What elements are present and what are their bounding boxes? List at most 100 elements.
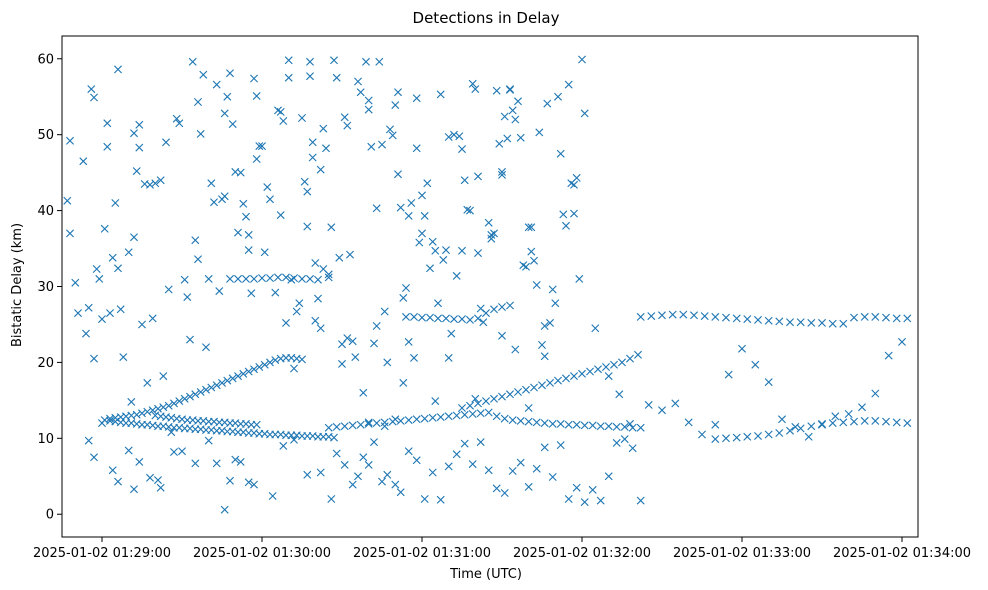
data-point-scatter bbox=[684, 418, 693, 427]
data-point-scatter bbox=[322, 144, 330, 153]
data-point-scatter bbox=[391, 101, 400, 110]
data-point-scatter bbox=[580, 109, 589, 118]
data-point-track-h bbox=[242, 274, 250, 283]
data-point-scatter bbox=[220, 505, 229, 514]
data-point-scatter bbox=[391, 415, 400, 424]
data-point-scatter bbox=[90, 453, 98, 462]
data-point-scatter bbox=[426, 264, 434, 273]
data-point-scatter bbox=[738, 344, 746, 353]
y-tick-label: 20 bbox=[37, 356, 54, 371]
data-point-track-e bbox=[586, 367, 594, 376]
data-point-track-b bbox=[244, 367, 253, 376]
data-point-scatter bbox=[372, 322, 381, 330]
data-point-scatter bbox=[132, 167, 141, 176]
data-point-track-d bbox=[604, 422, 613, 431]
data-point-scatter bbox=[266, 195, 274, 204]
data-point-scatter bbox=[388, 131, 397, 140]
data-point-scatter bbox=[530, 256, 538, 265]
data-point-track-f bbox=[828, 319, 837, 328]
data-point-scatter bbox=[231, 455, 240, 464]
data-point-scatter bbox=[308, 138, 317, 147]
data-point-scatter bbox=[791, 422, 800, 431]
data-point-scatter bbox=[207, 179, 216, 188]
data-point-scatter bbox=[570, 180, 578, 189]
data-point-scatter bbox=[130, 129, 138, 138]
data-point-scatter bbox=[276, 107, 285, 116]
data-point-scatter bbox=[492, 484, 501, 493]
data-point-track-e bbox=[626, 354, 634, 363]
data-point-scatter bbox=[311, 316, 320, 325]
data-point-scatter bbox=[548, 285, 557, 294]
data-point-track-e bbox=[570, 372, 578, 381]
data-point-scatter bbox=[282, 318, 290, 327]
data-point-track-b bbox=[148, 406, 157, 415]
data-point-track-d bbox=[636, 423, 645, 432]
data-point-scatter bbox=[468, 460, 477, 469]
data-point-scatter bbox=[370, 339, 378, 348]
data-point-scatter bbox=[90, 354, 98, 363]
data-point-scatter bbox=[279, 441, 288, 450]
data-point-scatter bbox=[751, 360, 760, 369]
data-point-scatter bbox=[124, 446, 133, 455]
data-point-scatter bbox=[380, 422, 389, 431]
data-point-scatter bbox=[444, 353, 453, 362]
data-point-scatter bbox=[588, 485, 597, 494]
data-point-scatter bbox=[407, 199, 416, 207]
data-point-track-e bbox=[490, 394, 498, 403]
data-point-track-d bbox=[372, 419, 381, 428]
data-point-scatter bbox=[508, 106, 517, 115]
data-point-scatter bbox=[135, 143, 144, 152]
data-point-scatter bbox=[359, 388, 368, 397]
data-point-track-c bbox=[252, 420, 261, 429]
data-point-scatter bbox=[452, 450, 461, 459]
data-point-scatter bbox=[412, 94, 421, 103]
data-point-track-d bbox=[564, 420, 573, 429]
data-point-scatter bbox=[220, 192, 229, 201]
data-point-scatter bbox=[444, 133, 453, 141]
data-point-track-d bbox=[596, 422, 605, 431]
data-point-scatter bbox=[111, 199, 120, 207]
data-point-track-d bbox=[612, 422, 621, 431]
data-point-scatter bbox=[524, 482, 533, 491]
data-point-track-e bbox=[602, 363, 610, 371]
data-point-scatter bbox=[370, 438, 378, 447]
data-point-scatter bbox=[303, 187, 312, 196]
data-point-scatter bbox=[247, 289, 256, 298]
data-point-scatter bbox=[308, 153, 317, 162]
data-point-scatter bbox=[420, 495, 429, 503]
data-point-scatter bbox=[436, 495, 445, 504]
data-point-scatter bbox=[591, 324, 600, 333]
data-point-scatter bbox=[327, 223, 336, 232]
data-point-track-f bbox=[754, 315, 762, 324]
data-point-track-i bbox=[426, 313, 434, 322]
data-point-scatter bbox=[284, 73, 293, 82]
data-point-scatter bbox=[252, 155, 261, 163]
data-point-scatter bbox=[92, 265, 101, 273]
data-point-scatter bbox=[410, 353, 418, 362]
data-point-scatter bbox=[554, 92, 562, 101]
data-point-track-g bbox=[903, 419, 912, 428]
data-point-track-f bbox=[679, 310, 688, 319]
data-point-scatter bbox=[364, 105, 373, 114]
data-point-scatter bbox=[114, 477, 122, 486]
data-point-scatter bbox=[255, 142, 264, 151]
data-point-scatter bbox=[306, 72, 314, 81]
data-point-track-i bbox=[450, 315, 458, 324]
data-point-scatter bbox=[442, 246, 450, 255]
data-point-scatter bbox=[562, 221, 570, 230]
data-point-scatter bbox=[556, 441, 565, 450]
data-point-scatter bbox=[146, 180, 154, 189]
data-point-scatter bbox=[250, 480, 258, 489]
data-point-scatter bbox=[162, 138, 170, 147]
data-point-track-h bbox=[306, 274, 314, 283]
data-point-track-f bbox=[786, 318, 794, 327]
data-point-track-b bbox=[255, 363, 264, 371]
data-point-track-b bbox=[154, 404, 162, 413]
data-point-track-d bbox=[580, 421, 589, 430]
data-point-scatter bbox=[226, 476, 234, 485]
data-point-scatter bbox=[332, 73, 341, 82]
data-point-track-i bbox=[418, 313, 426, 322]
data-point-track-d bbox=[340, 422, 349, 431]
data-point-track-d bbox=[364, 419, 373, 428]
data-point-track-g bbox=[775, 429, 784, 437]
